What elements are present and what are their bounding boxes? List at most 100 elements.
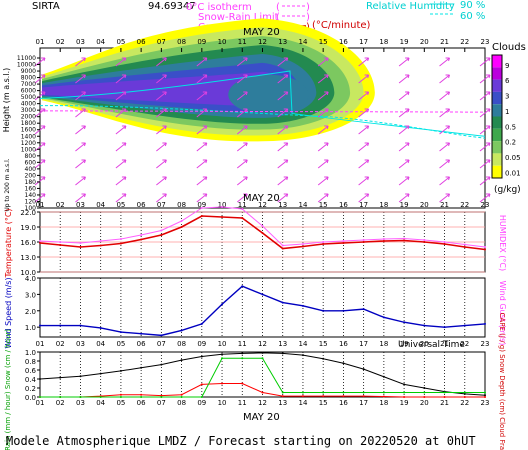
y-tick-label: 19.0	[20, 224, 36, 232]
wind-arrow-head	[405, 193, 410, 198]
series-point	[119, 331, 122, 334]
y-tick-label: 13.0	[20, 254, 36, 262]
y-tick-label: 4.0	[25, 275, 36, 283]
wind-arrow-head	[202, 193, 208, 198]
wind-arrow	[236, 176, 248, 186]
x-tick-label: 20	[420, 340, 429, 348]
x-tick-label-top: 01	[36, 38, 45, 46]
series-point	[200, 322, 203, 325]
x-tick-label-mid: 06	[137, 201, 146, 209]
wind-arrow-head	[81, 142, 86, 147]
coords-label: 94.69347	[148, 1, 196, 12]
wind-arrow-head	[41, 176, 46, 181]
wind-arrow	[196, 91, 208, 101]
wind-arrow	[115, 193, 127, 203]
wind-arrow	[317, 125, 329, 135]
y-tick-label: 3000	[21, 107, 36, 114]
colorbar-unit: (g/kg)	[494, 185, 521, 195]
wind-arrow-head	[364, 159, 370, 164]
x-tick-label: 12	[258, 399, 267, 407]
series-point	[322, 241, 325, 243]
wind-arrow	[156, 159, 167, 169]
legend-conv-unit: (°C/minute)	[312, 20, 371, 31]
wind-arrow	[277, 125, 289, 135]
wind-arrow	[277, 57, 289, 67]
wind-arrow-head	[121, 159, 127, 164]
wind-arrow	[156, 142, 167, 152]
wind-arrow-head	[121, 193, 127, 198]
x-tick-label: 03	[76, 399, 85, 407]
colorbar-title: Clouds	[492, 42, 526, 53]
series-point	[180, 359, 183, 362]
series-point	[443, 243, 446, 245]
wind-arrow	[156, 74, 167, 84]
wind-arrow-head	[324, 193, 329, 198]
wind-arrow-head	[121, 91, 127, 96]
x-tick-label: 15	[319, 340, 328, 348]
height-low-ylabel: Up to 200 m a.s.l.	[4, 158, 11, 211]
series-point	[322, 309, 325, 312]
x-tick-label: 16	[339, 340, 348, 348]
series-point	[281, 352, 284, 355]
x-tick-label: 07	[157, 340, 166, 348]
series-point	[484, 394, 486, 397]
colorbar-cell	[492, 91, 502, 105]
date-label-top: MAY 20	[243, 27, 280, 38]
series-point	[221, 206, 224, 208]
wind-arrow-head	[364, 125, 370, 130]
wind-arrow-head	[121, 57, 127, 62]
temp-ylabel: Temperature (°C)	[4, 208, 13, 278]
series-point	[241, 285, 244, 288]
series-point	[200, 355, 203, 358]
wind-arrow-head	[202, 57, 208, 62]
svg-text:): )	[306, 2, 310, 13]
y-tick-label: 0.0	[25, 394, 36, 402]
svg-text:(: (	[276, 2, 280, 13]
series-point	[59, 376, 62, 379]
wind-arrow	[115, 142, 127, 152]
wind-arrow-head	[81, 193, 86, 198]
wind-arrow-head	[41, 91, 46, 96]
wind-arrow	[358, 159, 369, 169]
wind-arrow	[115, 159, 127, 169]
wind-arrow-head	[81, 91, 86, 96]
wind-arrow	[398, 108, 410, 118]
wind-arrow	[236, 57, 248, 67]
series-point	[281, 395, 284, 398]
x-tick-label-top: 03	[76, 38, 85, 46]
legend-rh-60: 60 %	[460, 11, 485, 22]
wind-arrow-head	[81, 176, 86, 181]
wind-arrow	[236, 142, 248, 152]
wind-arrow	[115, 176, 127, 186]
wind-arrow-head	[486, 57, 491, 62]
series-point	[119, 369, 122, 372]
panel-frame	[39, 351, 486, 398]
wind-arrow-head	[364, 108, 370, 113]
wind-arrow	[236, 91, 248, 101]
wind-arrow	[196, 57, 208, 67]
y-tick-label: 100	[25, 205, 37, 212]
series-point	[301, 354, 304, 357]
wind-arrow	[439, 108, 450, 118]
x-tick-label: 16	[339, 399, 348, 407]
series-point	[79, 246, 82, 248]
series-point	[484, 322, 486, 325]
wind-arrow	[317, 176, 329, 186]
wind-arrow	[358, 125, 369, 135]
wind-arrow	[277, 159, 289, 169]
wind-ylabel: Wind Speed (m/s)	[4, 277, 13, 348]
wind-arrow	[236, 74, 248, 84]
wind-arrow	[277, 142, 289, 152]
wind-arrow-head	[283, 91, 289, 96]
wind-arrow-head	[162, 74, 167, 79]
y-tick-label: 0.2	[25, 385, 36, 393]
y-tick-label: 9000	[21, 68, 36, 75]
series-point	[342, 309, 345, 312]
x-tick-label-top: 18	[379, 38, 388, 46]
x-tick-label: 19	[400, 340, 409, 348]
wind-arrow-head	[162, 108, 167, 113]
wind-arrow-head	[243, 108, 248, 113]
series-point	[140, 366, 143, 369]
series-point	[403, 239, 406, 242]
colorbar-cell	[492, 128, 502, 142]
